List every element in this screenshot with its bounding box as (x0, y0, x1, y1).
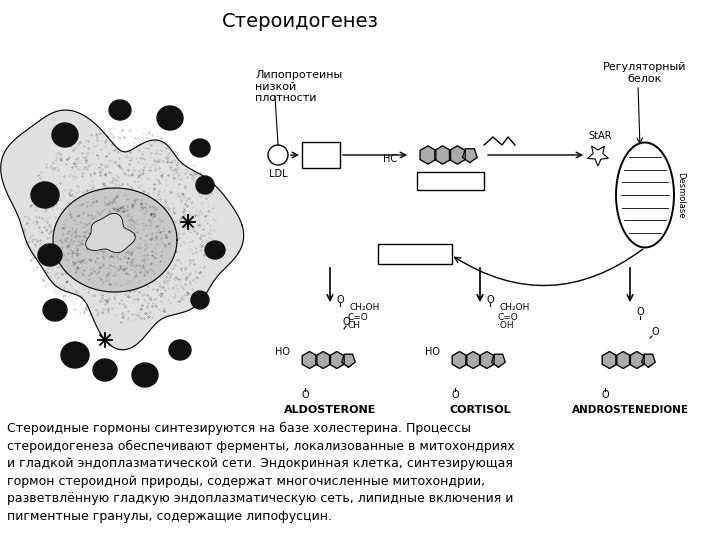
FancyBboxPatch shape (302, 142, 340, 168)
Text: O: O (636, 307, 644, 317)
Text: Cholesterol: Cholesterol (423, 176, 477, 186)
Text: O: O (652, 327, 660, 337)
Polygon shape (480, 352, 494, 368)
Text: Регуляторный
белок: Регуляторный белок (603, 62, 687, 84)
Text: Стероидные гормоны синтезируются на базе холестерина. Процессы
стероидогенеза об: Стероидные гормоны синтезируются на базе… (7, 422, 515, 523)
Text: O: O (301, 390, 309, 400)
Polygon shape (602, 352, 617, 368)
Text: ALDOSTERONE: ALDOSTERONE (284, 405, 376, 415)
Polygon shape (316, 352, 330, 368)
Polygon shape (616, 143, 674, 247)
Polygon shape (492, 354, 505, 367)
Text: Стероидогенез: Стероидогенез (222, 12, 379, 31)
Text: HC: HC (383, 154, 397, 164)
Text: C=O: C=O (497, 313, 518, 321)
Ellipse shape (196, 176, 214, 194)
Ellipse shape (205, 241, 225, 259)
Text: Липопротеины
низкой
плотности: Липопротеины низкой плотности (255, 70, 342, 103)
Polygon shape (462, 149, 477, 163)
Text: HO: HO (426, 347, 441, 357)
Text: O: O (336, 295, 344, 305)
Text: LDL: LDL (269, 169, 287, 179)
Polygon shape (642, 354, 655, 367)
Polygon shape (341, 354, 355, 367)
Polygon shape (452, 352, 467, 368)
Polygon shape (420, 146, 436, 164)
Polygon shape (1, 110, 243, 350)
Text: ANDROSTENEDIONE: ANDROSTENEDIONE (572, 405, 688, 415)
Polygon shape (302, 352, 317, 368)
Polygon shape (330, 352, 344, 368)
Ellipse shape (191, 291, 209, 309)
Polygon shape (616, 352, 631, 368)
Polygon shape (466, 352, 480, 368)
Text: HO: HO (276, 347, 290, 357)
Ellipse shape (132, 363, 158, 387)
Ellipse shape (43, 299, 67, 321)
FancyBboxPatch shape (378, 244, 452, 264)
Text: CH₂OH: CH₂OH (350, 303, 380, 313)
Text: CH: CH (347, 321, 360, 330)
Ellipse shape (93, 359, 117, 381)
Polygon shape (435, 146, 451, 164)
Polygon shape (53, 188, 177, 292)
Text: StAR: StAR (588, 131, 612, 141)
FancyBboxPatch shape (416, 172, 484, 190)
Polygon shape (629, 352, 644, 368)
Text: LDL
receptor: LDL receptor (302, 145, 340, 165)
Ellipse shape (157, 106, 183, 130)
Polygon shape (86, 213, 135, 253)
Text: O: O (486, 295, 494, 305)
Ellipse shape (31, 182, 59, 208)
Ellipse shape (109, 100, 131, 120)
Text: CH₂OH: CH₂OH (500, 303, 531, 313)
Ellipse shape (169, 340, 191, 360)
Text: O: O (601, 390, 609, 400)
Ellipse shape (61, 342, 89, 368)
Text: CORTISOL: CORTISOL (449, 405, 510, 415)
Text: Pregnenolone: Pregnenolone (382, 250, 449, 260)
Text: ·OH: ·OH (497, 321, 513, 330)
Ellipse shape (190, 139, 210, 157)
Text: Desmolase: Desmolase (676, 172, 685, 218)
Text: O: O (451, 390, 459, 400)
Text: O: O (342, 317, 350, 327)
Polygon shape (588, 146, 608, 166)
Ellipse shape (52, 123, 78, 147)
Text: C=O: C=O (347, 313, 368, 321)
Polygon shape (449, 146, 465, 164)
Ellipse shape (38, 244, 62, 266)
